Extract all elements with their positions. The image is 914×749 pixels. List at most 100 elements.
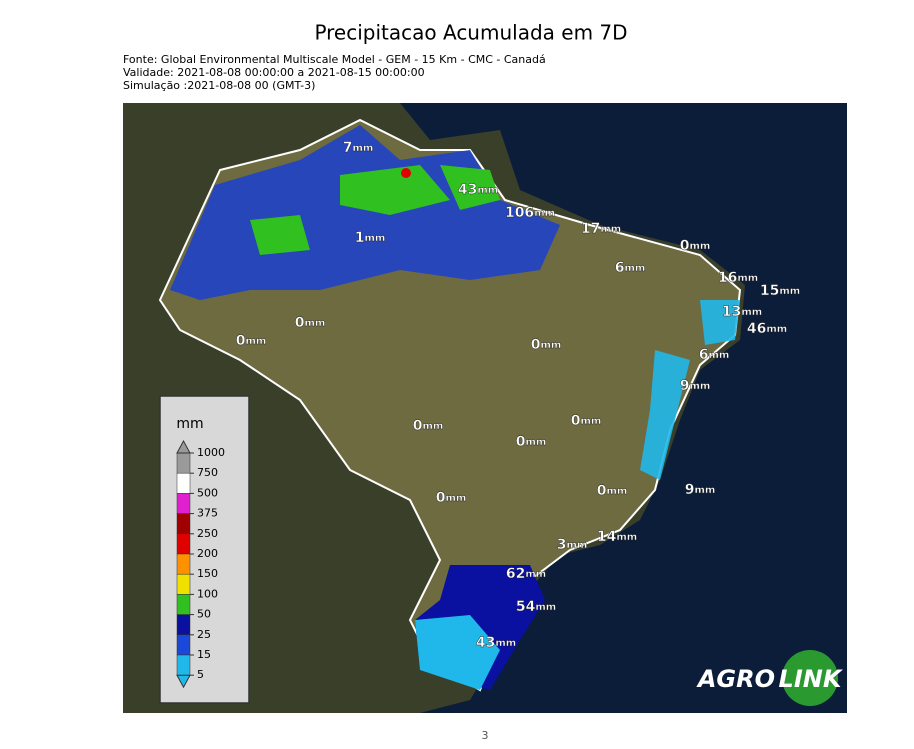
- rain-area: [401, 168, 411, 178]
- colorbar-label: 1000: [197, 446, 225, 459]
- colorbar-segment: [176, 533, 191, 555]
- rain-area: [415, 615, 500, 690]
- precip-label: 62mm: [506, 566, 546, 582]
- precip-label: 15mm: [760, 283, 800, 299]
- precip-label: 6mm: [699, 347, 730, 363]
- rain-area: [640, 300, 740, 480]
- precip-label: 0mm: [516, 434, 547, 450]
- label-unit: mm: [766, 324, 787, 335]
- label-value: 0: [236, 333, 246, 349]
- label-value: 16: [718, 270, 737, 286]
- label-value: 0: [531, 337, 541, 353]
- label-value: 15: [760, 283, 779, 299]
- colorbar-label: 50: [197, 608, 211, 621]
- label-unit: mm: [364, 233, 385, 244]
- precip-label: 0mm: [597, 483, 628, 499]
- label-unit: mm: [580, 416, 601, 427]
- precip-label: 16mm: [718, 270, 758, 286]
- colorbar-label: 250: [197, 527, 218, 540]
- label-value: 0: [680, 238, 690, 254]
- label-unit: mm: [616, 532, 637, 543]
- label-value: 9: [680, 378, 690, 394]
- map: [123, 103, 847, 713]
- precip-label: 0mm: [295, 315, 326, 331]
- label-value: 7: [343, 140, 353, 156]
- logo-text: LINK: [779, 665, 844, 693]
- label-unit: mm: [737, 273, 758, 284]
- label-value: 9: [685, 482, 695, 498]
- label-value: 13: [722, 304, 741, 320]
- colorbar-arrow: [176, 674, 191, 689]
- label-value: 0: [295, 315, 305, 331]
- precip-label: 43mm: [476, 635, 516, 651]
- colorbar-segment: [176, 654, 191, 676]
- logo: AGRO LINK: [696, 650, 844, 706]
- source-line: Fonte: Global Environmental Multiscale M…: [123, 53, 546, 66]
- label-value: 54: [516, 599, 536, 615]
- title: Precipitacao Acumulada em 7D: [314, 21, 627, 45]
- label-unit: mm: [624, 263, 645, 274]
- label-unit: mm: [352, 143, 373, 154]
- label-value: 6: [699, 347, 709, 363]
- precip-label: 14mm: [597, 529, 637, 545]
- colorbar-segment: [176, 452, 191, 474]
- label-value: 106: [505, 205, 534, 221]
- colorbar-label: 15: [197, 648, 211, 661]
- label-value: 14: [597, 529, 617, 545]
- precip-label: 0mm: [236, 333, 267, 349]
- label-value: 1: [355, 230, 365, 246]
- colorbar-label: 375: [197, 507, 218, 520]
- colorbar-segment: [176, 553, 191, 575]
- label-value: 43: [458, 182, 477, 198]
- colorbar-label: 25: [197, 628, 211, 641]
- label-unit: mm: [525, 437, 546, 448]
- precip-label: 6mm: [615, 260, 646, 276]
- label-value: 0: [516, 434, 526, 450]
- precip-label: 7mm: [343, 140, 374, 156]
- precip-label: 17mm: [581, 221, 621, 237]
- precip-label: 46mm: [747, 321, 787, 337]
- precip-label: 0mm: [680, 238, 711, 254]
- colorbar-segment: [176, 614, 191, 636]
- label-value: 0: [413, 418, 423, 434]
- label-unit: mm: [525, 569, 546, 580]
- colorbar-label: 500: [197, 486, 218, 499]
- label-value: 43: [476, 635, 495, 651]
- label-value: 0: [571, 413, 581, 429]
- source-line: Simulação :2021-08-08 00 (GMT-3): [123, 79, 315, 92]
- label-value: 17: [581, 221, 600, 237]
- label-unit: mm: [540, 340, 561, 351]
- label-value: 0: [597, 483, 607, 499]
- colorbar-segment: [176, 513, 191, 535]
- colorbar-label: 150: [197, 567, 218, 580]
- precip-label: 0mm: [413, 418, 444, 434]
- label-unit: mm: [534, 208, 555, 219]
- precip-label: 106mm: [505, 205, 555, 221]
- colorbar-label: 5: [197, 668, 204, 681]
- colorbar-segment: [176, 493, 191, 514]
- label-unit: mm: [495, 638, 516, 649]
- precip-label: 0mm: [531, 337, 562, 353]
- label-unit: mm: [606, 486, 627, 497]
- label-unit: mm: [566, 540, 587, 551]
- precip-label: 3mm: [557, 537, 588, 553]
- precip-label: 9mm: [685, 482, 716, 498]
- logo-text: AGRO: [696, 665, 775, 693]
- label-unit: mm: [779, 286, 800, 297]
- colorbar-arrow: [176, 439, 191, 454]
- colorbar-label: 750: [197, 466, 218, 479]
- precip-label: 0mm: [436, 490, 467, 506]
- label-unit: mm: [304, 318, 325, 329]
- page-number: 3: [482, 729, 489, 742]
- label-unit: mm: [689, 241, 710, 252]
- precip-label: 1mm: [355, 230, 386, 246]
- legend-box: [159, 395, 250, 704]
- colorbar-segment: [176, 634, 191, 656]
- label-value: 6: [615, 260, 625, 276]
- label-unit: mm: [708, 350, 729, 361]
- label-unit: mm: [535, 602, 556, 613]
- source-line: Validade: 2021-08-08 00:00:00 a 2021-08-…: [123, 66, 425, 79]
- logo-circle: [782, 650, 838, 706]
- precip-label: 43mm: [458, 182, 498, 198]
